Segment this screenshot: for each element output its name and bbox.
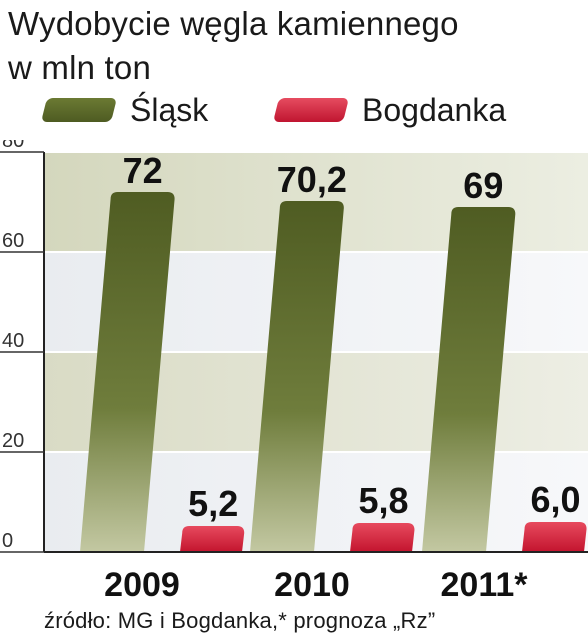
chart-title-line1: Wydobycie węgla kamiennego (8, 5, 459, 42)
chart-title-line2: w mln ton (8, 49, 152, 86)
bar-bogdanka (522, 522, 587, 552)
legend-item-slask: Śląsk (41, 90, 209, 130)
legend-label-bogdanka: Bogdanka (362, 91, 507, 128)
source-note: źródło: MG i Bogdanka,* prognoza „Rz” (44, 608, 436, 633)
data-label-slask: 72 (123, 150, 163, 191)
y-tick-label: 80 (2, 140, 24, 152)
y-tick-label: 20 (2, 430, 24, 452)
data-label-bogdanka: 5,2 (188, 483, 238, 524)
y-tick-label: 60 (2, 230, 24, 252)
bar-slask (422, 207, 516, 552)
bar-slask (80, 192, 175, 552)
legend-label-slask: Śląsk (130, 91, 209, 128)
x-tick-label: 2010 (274, 566, 350, 604)
y-axis: 0 20 40 60 80 (0, 140, 45, 553)
y-tick-label: 0 (2, 530, 13, 552)
x-axis: 2009 2010 2011* (44, 551, 588, 604)
y-tick-label: 40 (2, 330, 24, 352)
x-tick-label: 2009 (104, 566, 180, 604)
data-label-bogdanka: 6,0 (531, 479, 581, 520)
legend-swatch-bogdanka (273, 98, 349, 122)
data-label-slask: 69 (463, 165, 503, 206)
x-tick-label: 2011* (441, 566, 529, 604)
chart-title: Wydobycie węgla kamiennego w mln ton (8, 2, 578, 90)
legend-swatch-slask (41, 98, 117, 122)
bars: 72 5,2 70,2 5,8 69 6,0 (80, 150, 587, 552)
bar-bogdanka (180, 526, 245, 552)
data-label-slask: 70,2 (277, 159, 347, 200)
bar-bogdanka (350, 523, 415, 552)
legend-item-bogdanka: Bogdanka (273, 90, 507, 130)
bar-slask (250, 201, 344, 552)
data-label-bogdanka: 5,8 (358, 480, 408, 521)
bar-chart: 0 20 40 60 80 72 5,2 70,2 5,8 69 6,0 2009 2010 2011… (0, 140, 588, 604)
